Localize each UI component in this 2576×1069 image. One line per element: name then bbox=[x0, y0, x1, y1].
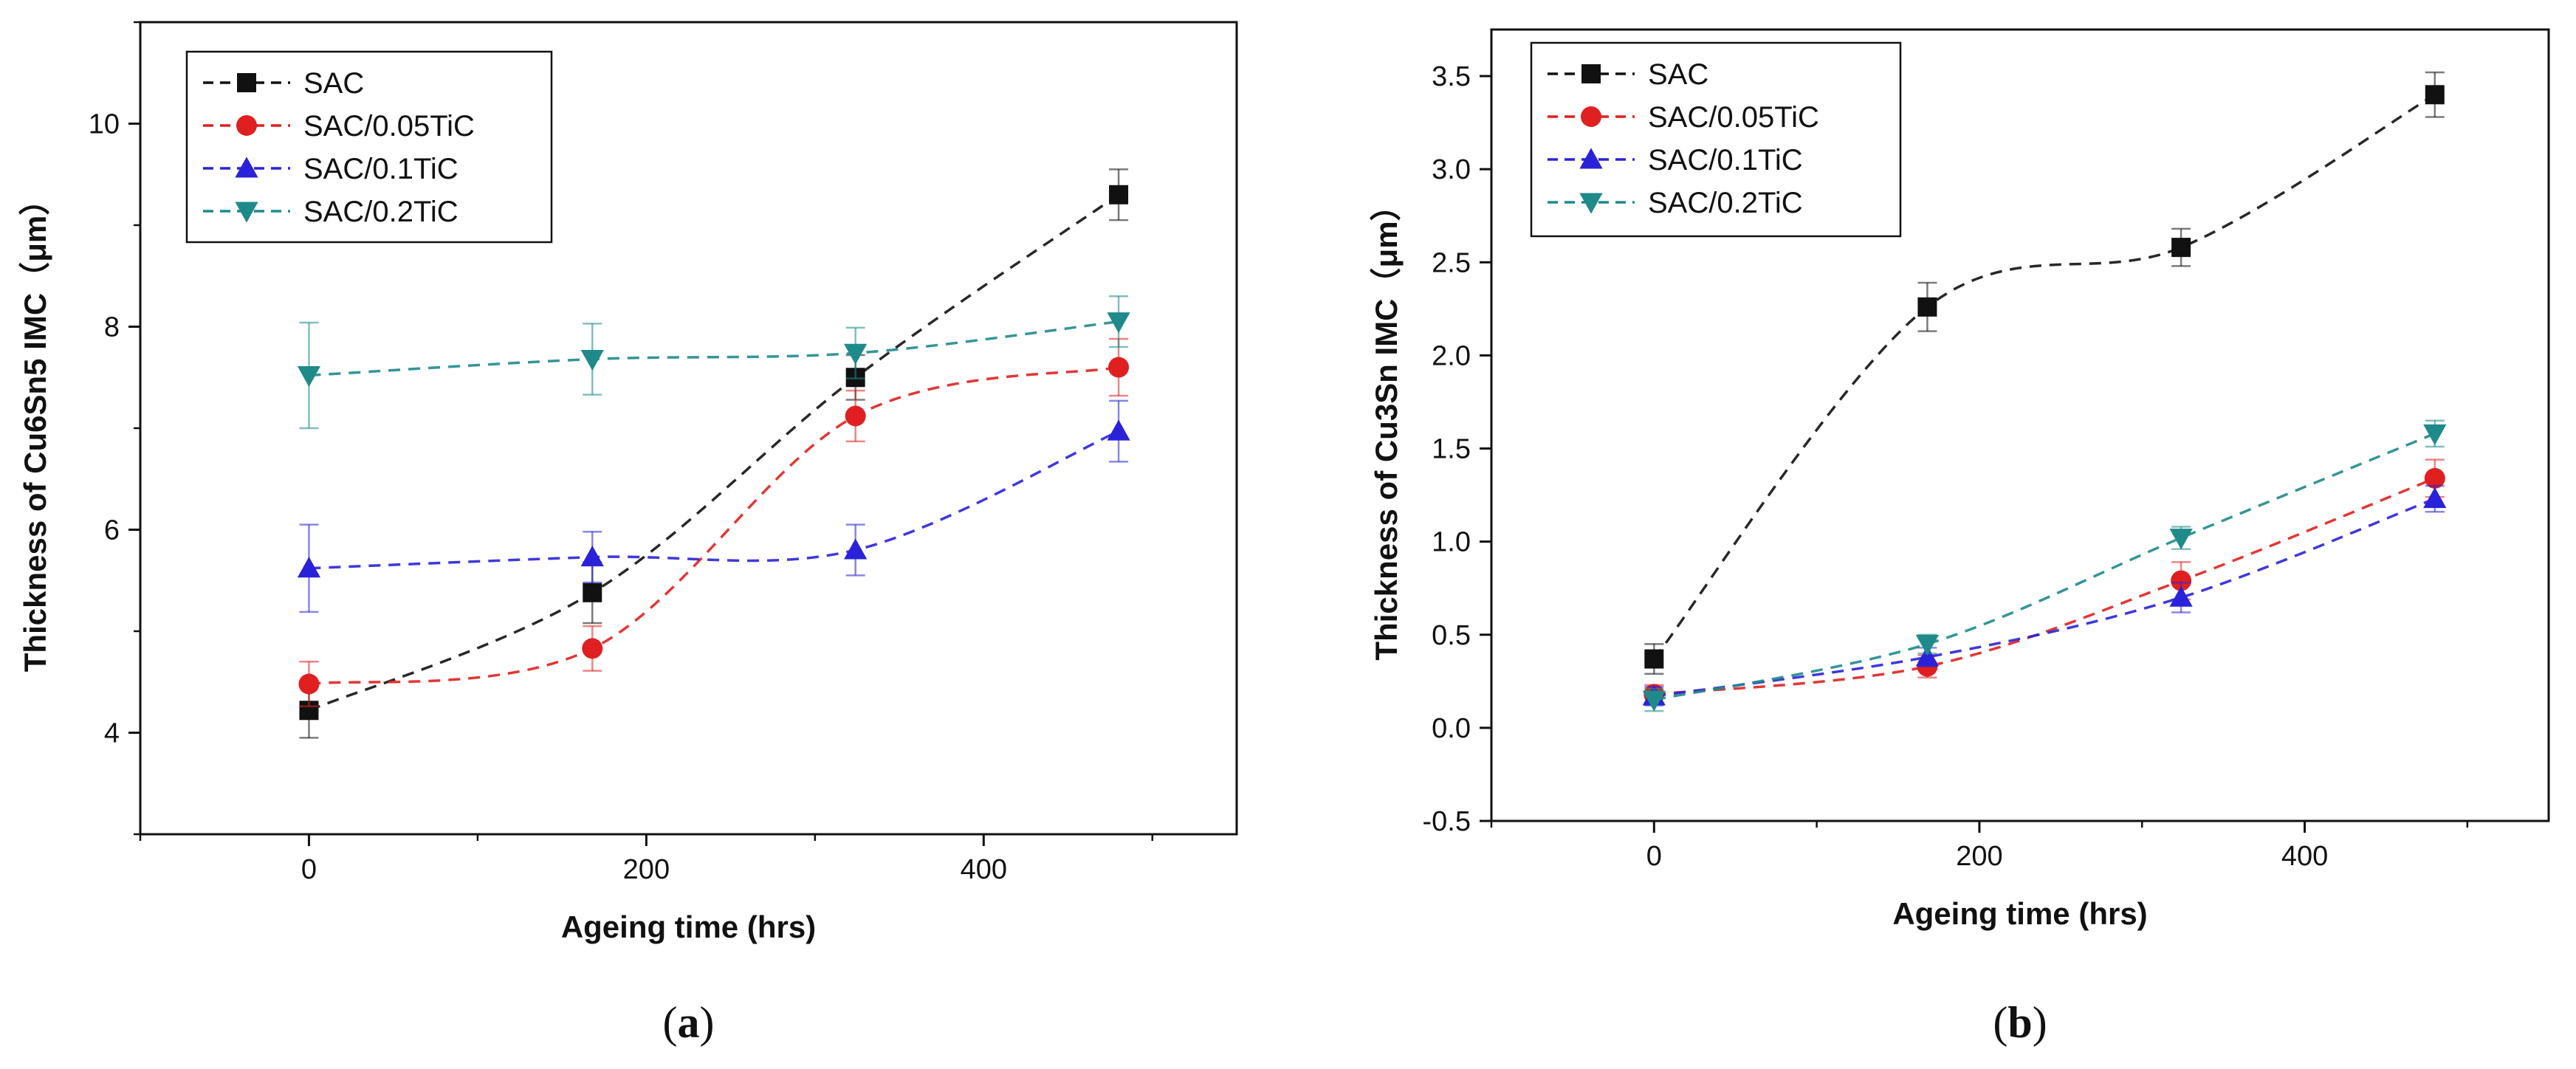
panel-label-open-paren: ( bbox=[1993, 998, 2007, 1047]
y-tick-label: 4 bbox=[104, 718, 120, 749]
data-point-sac-0-05tic bbox=[845, 405, 866, 427]
data-point-sac bbox=[2425, 85, 2445, 105]
legend-label-sac-0-1tic: SAC/0.1TiC bbox=[1648, 144, 1803, 176]
series-sac-0-05tic bbox=[1644, 458, 2445, 705]
panel-a: 0 200 400 4 6 8 10 Ageing time (hrs) Thickness o… bbox=[18, 21, 1238, 1047]
data-point-sac bbox=[2171, 238, 2191, 258]
y-tick-label: -0.5 bbox=[1423, 806, 1471, 837]
x-tick-label: 400 bbox=[961, 854, 1007, 885]
legend: SAC SAC/0.05TiC SAC/0.1TiC SAC/0.2TiC bbox=[1530, 41, 1902, 238]
series-line-sac bbox=[1652, 93, 2436, 660]
series-line-sac-0-05tic bbox=[309, 365, 1119, 686]
data-point-sac-0-2tic bbox=[580, 350, 604, 371]
y-tick-label: 1.0 bbox=[1432, 527, 1471, 558]
legend-marker-sac bbox=[237, 73, 256, 92]
panel-label: (a) bbox=[663, 998, 715, 1047]
panel-label-letter: a bbox=[678, 998, 700, 1047]
series-line-sac-0-2tic bbox=[309, 320, 1119, 377]
series-sac-0-1tic bbox=[297, 399, 1130, 613]
data-point-sac-0-2tic bbox=[2423, 424, 2447, 445]
series-sac-0-2tic bbox=[297, 295, 1130, 430]
legend-marker-sac-0-1tic bbox=[1579, 148, 1603, 169]
data-point-sac bbox=[1109, 185, 1129, 204]
x-axis-title: Ageing time (hrs) bbox=[561, 910, 816, 944]
series-sac-0-05tic bbox=[298, 337, 1130, 707]
x-tick-label: 200 bbox=[1956, 841, 2002, 872]
data-point-sac-0-1tic bbox=[2169, 585, 2193, 607]
data-point-sac-0-05tic bbox=[1108, 357, 1130, 378]
data-point-sac-0-05tic bbox=[298, 673, 320, 695]
data-point-sac-0-2tic bbox=[844, 343, 868, 365]
panel-label: (b) bbox=[1993, 998, 2047, 1047]
data-point-sac bbox=[1917, 297, 1937, 317]
data-point-sac-0-2tic bbox=[297, 366, 321, 388]
series-line-sac bbox=[308, 193, 1120, 712]
panel-label-letter: b bbox=[2007, 998, 2032, 1047]
legend-marker-sac-0-1tic bbox=[235, 157, 258, 178]
panel-label-open-paren: ( bbox=[663, 998, 678, 1047]
legend-label-sac-0-2tic: SAC/0.2TiC bbox=[1648, 187, 1803, 219]
series-line-sac-0-1tic bbox=[1654, 498, 2436, 698]
y-tick-label: 0.5 bbox=[1432, 620, 1471, 651]
y-axis-title: Thickness of Cu3Sn IMC（μm） bbox=[1369, 190, 1404, 660]
y-tick-label: 2.5 bbox=[1432, 247, 1471, 278]
legend-marker-sac bbox=[1581, 64, 1601, 83]
series-sac bbox=[1644, 71, 2445, 675]
series-line-sac-0-2tic bbox=[1653, 432, 2436, 701]
legend-marker-sac-0-2tic bbox=[235, 202, 258, 223]
series-line-sac-0-05tic bbox=[1654, 477, 2436, 696]
x-tick-label: 400 bbox=[2281, 841, 2328, 872]
legend: SAC SAC/0.05TiC SAC/0.1TiC SAC/0.2TiC bbox=[185, 50, 553, 244]
data-point-sac-0-2tic bbox=[1915, 634, 1940, 656]
series-sac-0-1tic bbox=[1642, 484, 2447, 707]
y-tick-label: 2.0 bbox=[1432, 340, 1471, 371]
legend-label-sac-0-05tic: SAC/0.05TiC bbox=[303, 110, 475, 142]
panel-label-close-paren: ) bbox=[700, 998, 715, 1047]
data-point-sac-0-1tic bbox=[844, 538, 868, 560]
x-tick-label: 200 bbox=[623, 854, 670, 885]
data-point-sac-0-05tic bbox=[2424, 467, 2445, 489]
legend-label-sac-0-1tic: SAC/0.1TiC bbox=[303, 153, 458, 185]
y-tick-label: 8 bbox=[104, 312, 120, 343]
x-tick-label: 0 bbox=[1646, 841, 1662, 872]
x-axis-title: Ageing time (hrs) bbox=[1892, 896, 2147, 931]
data-point-sac-0-05tic bbox=[2171, 570, 2192, 591]
y-tick-label: 3.5 bbox=[1432, 61, 1471, 92]
data-point-sac-0-1tic bbox=[580, 546, 604, 567]
data-point-sac-0-1tic bbox=[1107, 419, 1130, 441]
legend-marker-sac-0-05tic bbox=[1581, 106, 1601, 127]
panel-b: 0 200 400 -0.5 0.0 0.5 1.0 1.5 2.0 2.5 3.0 3.5 Agein… bbox=[1369, 28, 2550, 1047]
plot-frame bbox=[1490, 28, 2550, 822]
data-point-sac-0-05tic bbox=[582, 638, 603, 659]
y-axis-title: Thickness of Cu6Sn5 IMC（μm） bbox=[18, 185, 52, 672]
data-point-sac-0-2tic bbox=[1107, 312, 1130, 334]
legend-label-sac-0-05tic: SAC/0.05TiC bbox=[1648, 101, 1819, 134]
x-tick-label: 0 bbox=[301, 854, 317, 885]
y-tick-label: 3.0 bbox=[1432, 154, 1471, 185]
series-line-sac-0-1tic bbox=[309, 430, 1119, 570]
legend-marker-sac-0-2tic bbox=[1579, 193, 1603, 214]
legend-label-sac: SAC bbox=[303, 67, 364, 100]
data-point-sac bbox=[583, 582, 602, 602]
data-point-sac-0-1tic bbox=[1915, 645, 1940, 667]
data-point-sac bbox=[1644, 649, 1664, 669]
y-tick-label: 6 bbox=[104, 515, 120, 546]
y-tick-label: 1.5 bbox=[1432, 434, 1471, 465]
legend-marker-sac-0-05tic bbox=[236, 115, 257, 136]
data-point-sac-0-2tic bbox=[2169, 529, 2193, 550]
y-tick-label: 10 bbox=[89, 109, 120, 140]
legend-label-sac-0-2tic: SAC/0.2TiC bbox=[303, 196, 458, 228]
data-point-sac-0-2tic bbox=[1642, 690, 1666, 712]
legend-label-sac: SAC bbox=[1648, 58, 1708, 91]
series-sac bbox=[299, 168, 1129, 739]
data-point-sac-0-1tic bbox=[297, 557, 321, 578]
y-tick-label: 0.0 bbox=[1432, 713, 1471, 744]
panel-label-close-paren: ) bbox=[2033, 998, 2047, 1047]
data-point-sac-0-1tic bbox=[2423, 487, 2447, 509]
series-sac-0-2tic bbox=[1642, 419, 2447, 712]
